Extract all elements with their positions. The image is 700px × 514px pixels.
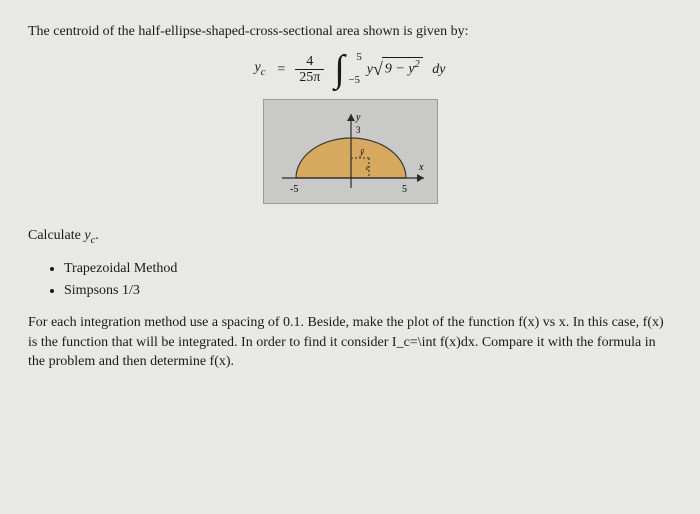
equals-sign: =	[277, 60, 285, 80]
c-label: c	[366, 163, 370, 172]
half-ellipse-diagram: y 3 x -5 5 ȳ c	[263, 99, 438, 204]
centroid-equation: yc = 4 25π ∫ 5 −5 y√9 − y2 dy	[28, 54, 672, 86]
integral: ∫ 5 −5	[334, 54, 344, 84]
list-item: Simpsons 1/3	[64, 281, 672, 301]
calculate-prefix: Calculate	[28, 228, 84, 243]
fraction-numerator: 4	[302, 54, 317, 69]
integral-upper-limit: 5	[356, 50, 362, 65]
calculate-suffix: .	[95, 228, 99, 243]
x-axis-arrow	[417, 174, 424, 182]
x-axis-label: x	[418, 162, 424, 173]
diagram-container: y 3 x -5 5 ȳ c	[28, 99, 672, 204]
y-axis-arrow	[347, 114, 355, 121]
fraction: 4 25π	[295, 54, 324, 86]
list-item: Trapezoidal Method	[64, 259, 672, 279]
integral-symbol: ∫	[334, 54, 344, 84]
differential: dy	[432, 62, 445, 77]
y-tick-label: 3	[356, 125, 361, 135]
integrand: y√9 − y2 dy	[367, 57, 446, 82]
instructions-paragraph: For each integration method use a spacin…	[28, 313, 672, 372]
lhs-sub: c	[261, 67, 266, 78]
radicand: 9 − y2	[382, 57, 423, 79]
methods-list: Trapezoidal Method Simpsons 1/3	[64, 259, 672, 301]
integral-lower-limit: −5	[348, 73, 360, 88]
calculate-line: Calculate yc.	[28, 226, 672, 248]
y-axis-label: y	[355, 112, 361, 123]
x-left-label: -5	[290, 184, 298, 195]
diagram-svg: y 3 x -5 5 ȳ c	[264, 100, 439, 205]
fraction-denominator: 25π	[295, 69, 324, 85]
lhs: yc	[254, 58, 265, 80]
intro-text: The centroid of the half-ellipse-shaped-…	[28, 22, 672, 42]
x-right-label: 5	[402, 184, 407, 195]
